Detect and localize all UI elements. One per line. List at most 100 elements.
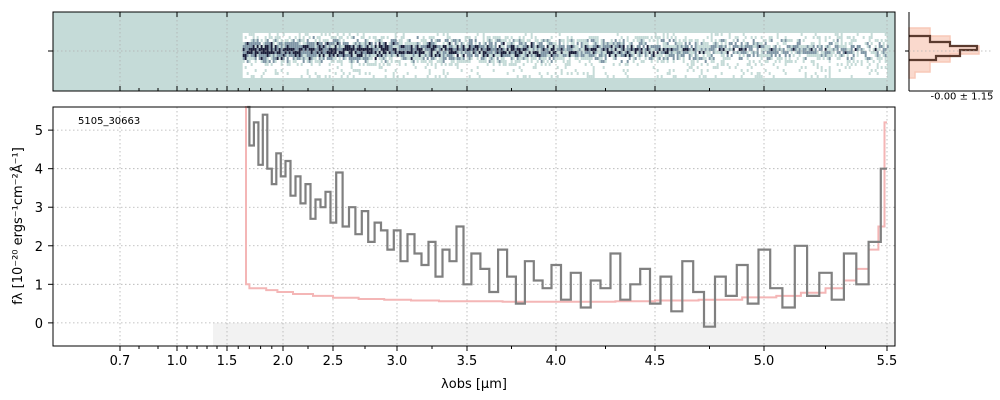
trace-pixel bbox=[638, 39, 641, 42]
trace-pixel bbox=[440, 45, 443, 48]
trace-pixel bbox=[246, 45, 249, 48]
trace-pixel bbox=[772, 48, 775, 51]
trace-pixel bbox=[642, 48, 645, 51]
trace-pixel bbox=[876, 39, 879, 42]
trace-pixel bbox=[870, 33, 873, 36]
trace-pixel bbox=[760, 48, 763, 51]
trace-pixel bbox=[520, 45, 523, 48]
trace-pixel bbox=[354, 45, 357, 48]
trace-pixel bbox=[590, 36, 593, 39]
trace-pixel bbox=[784, 36, 787, 39]
trace-pixel bbox=[346, 51, 349, 54]
trace-pixel bbox=[440, 51, 443, 54]
trace-pixel bbox=[542, 45, 545, 48]
trace-pixel bbox=[558, 42, 561, 45]
trace-pixel bbox=[804, 75, 807, 78]
trace-pixel bbox=[330, 60, 333, 63]
trace-pixel bbox=[624, 48, 627, 51]
trace-pixel bbox=[260, 75, 263, 78]
trace-pixel bbox=[286, 45, 289, 48]
trace-pixel bbox=[534, 57, 537, 60]
trace-pixel bbox=[282, 33, 285, 36]
trace-pixel bbox=[294, 36, 297, 39]
trace-pixel bbox=[542, 51, 545, 54]
trace-pixel bbox=[296, 39, 299, 42]
trace-pixel bbox=[824, 51, 827, 54]
trace-pixel bbox=[360, 42, 363, 45]
trace-pixel bbox=[450, 63, 453, 66]
trace-pixel bbox=[350, 48, 353, 51]
trace-pixel bbox=[868, 63, 871, 66]
trace-pixel bbox=[472, 45, 475, 48]
trace-pixel bbox=[590, 57, 593, 60]
trace-pixel bbox=[524, 75, 527, 78]
trace-pixel bbox=[568, 63, 571, 66]
trace-pixel bbox=[636, 54, 639, 57]
trace-pixel bbox=[466, 54, 469, 57]
trace-pixel bbox=[258, 48, 261, 51]
trace-pixel bbox=[460, 42, 463, 45]
trace-pixel bbox=[496, 51, 499, 54]
trace-pixel bbox=[598, 45, 601, 48]
trace-pixel bbox=[828, 66, 831, 69]
trace-pixel bbox=[332, 36, 335, 39]
trace-pixel bbox=[320, 54, 323, 57]
trace-pixel bbox=[432, 42, 435, 45]
trace-pixel bbox=[458, 51, 461, 54]
trace-pixel bbox=[318, 48, 321, 51]
trace-pixel bbox=[542, 57, 545, 60]
trace-pixel bbox=[282, 51, 285, 54]
trace-pixel bbox=[590, 54, 593, 57]
trace-pixel bbox=[462, 48, 465, 51]
x-tick-label: 2.0 bbox=[273, 354, 294, 369]
trace-pixel bbox=[454, 45, 457, 48]
trace-pixel bbox=[826, 57, 829, 60]
trace-pixel bbox=[708, 48, 711, 51]
trace-pixel bbox=[672, 39, 675, 42]
trace-pixel bbox=[418, 48, 421, 51]
trace-pixel bbox=[498, 60, 501, 63]
trace-pixel bbox=[574, 54, 577, 57]
trace-pixel bbox=[352, 36, 355, 39]
trace-pixel bbox=[242, 54, 245, 57]
trace-pixel bbox=[760, 51, 763, 54]
trace-pixel bbox=[430, 45, 433, 48]
trace-pixel bbox=[534, 48, 537, 51]
trace-pixel bbox=[428, 72, 431, 75]
y-tick-label: 1 bbox=[35, 278, 43, 293]
trace-pixel bbox=[536, 60, 539, 63]
trace-pixel bbox=[406, 57, 409, 60]
trace-pixel bbox=[880, 39, 883, 42]
trace-pixel bbox=[788, 45, 791, 48]
trace-pixel bbox=[726, 54, 729, 57]
trace-pixel bbox=[416, 36, 419, 39]
trace-pixel bbox=[446, 36, 449, 39]
trace-pixel bbox=[540, 45, 543, 48]
trace-pixel bbox=[466, 36, 469, 39]
trace-pixel bbox=[502, 60, 505, 63]
trace-pixel bbox=[422, 57, 425, 60]
trace-pixel bbox=[820, 45, 823, 48]
trace-pixel bbox=[382, 42, 385, 45]
trace-pixel bbox=[518, 45, 521, 48]
trace-pixel bbox=[598, 57, 601, 60]
trace-pixel bbox=[394, 69, 397, 72]
trace-pixel bbox=[742, 39, 745, 42]
trace-pixel bbox=[696, 45, 699, 48]
trace-pixel bbox=[724, 51, 727, 54]
trace-pixel bbox=[308, 45, 311, 48]
trace-pixel bbox=[262, 72, 265, 75]
trace-pixel bbox=[340, 45, 343, 48]
trace-pixel bbox=[258, 51, 261, 54]
trace-pixel bbox=[262, 60, 265, 63]
trace-pixel bbox=[410, 42, 413, 45]
trace-pixel bbox=[614, 54, 617, 57]
trace-pixel bbox=[666, 60, 669, 63]
trace-pixel bbox=[646, 48, 649, 51]
trace-pixel bbox=[320, 60, 323, 63]
trace-pixel bbox=[478, 45, 481, 48]
trace-pixel bbox=[504, 51, 507, 54]
trace-pixel bbox=[252, 42, 255, 45]
trace-pixel bbox=[444, 51, 447, 54]
trace-pixel bbox=[352, 51, 355, 54]
